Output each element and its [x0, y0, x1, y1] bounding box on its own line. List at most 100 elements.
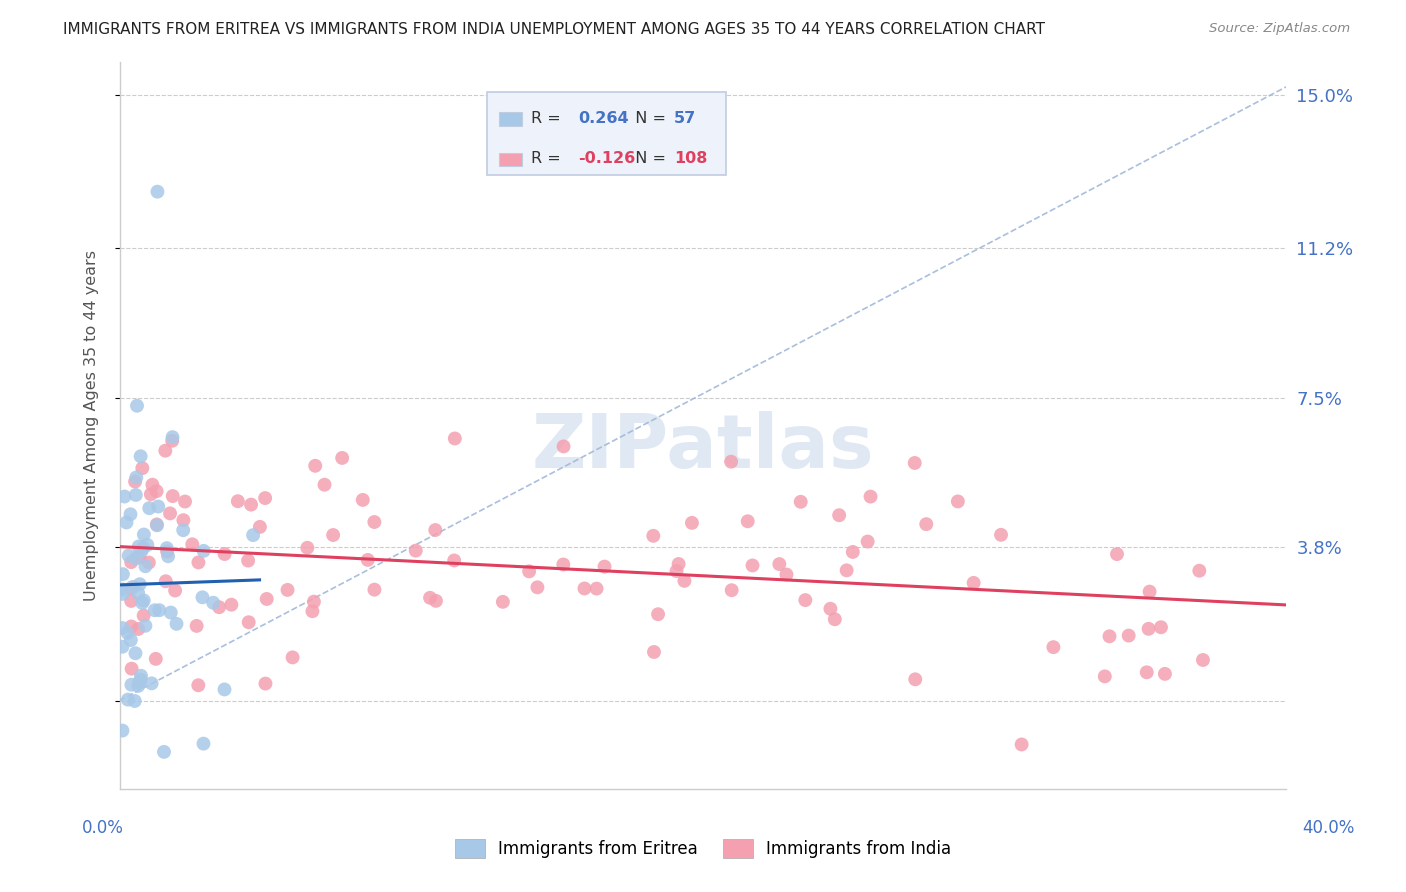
- Point: [405, 543, 427, 558]
- Point: [277, 582, 299, 597]
- Point: [824, 612, 846, 626]
- FancyBboxPatch shape: [499, 112, 522, 126]
- Point: [1094, 669, 1116, 683]
- Point: [297, 541, 319, 555]
- Text: 57: 57: [673, 111, 696, 126]
- Point: [226, 494, 249, 508]
- Point: [1136, 665, 1159, 680]
- Point: [131, 596, 153, 610]
- Point: [1098, 629, 1121, 643]
- Point: [574, 582, 596, 596]
- Point: [146, 518, 169, 533]
- Point: [145, 484, 167, 499]
- Point: [174, 494, 197, 508]
- Point: [159, 606, 181, 620]
- Point: [1139, 584, 1161, 599]
- Point: [828, 508, 851, 523]
- Point: [193, 544, 215, 558]
- Point: [443, 553, 465, 567]
- Point: [181, 537, 204, 551]
- Point: [794, 593, 817, 607]
- Point: [647, 607, 669, 622]
- Point: [904, 456, 927, 470]
- Point: [208, 600, 231, 615]
- Point: [162, 430, 184, 444]
- Point: [120, 508, 142, 522]
- Point: [132, 541, 155, 555]
- Point: [128, 675, 150, 690]
- Point: [156, 541, 179, 556]
- Point: [517, 565, 540, 579]
- Point: [238, 615, 260, 630]
- Text: N =: N =: [624, 151, 671, 166]
- Point: [1150, 620, 1173, 634]
- Point: [1188, 564, 1211, 578]
- Point: [357, 553, 380, 567]
- Text: R =: R =: [531, 111, 567, 126]
- Y-axis label: Unemployment Among Ages 35 to 44 years: Unemployment Among Ages 35 to 44 years: [84, 251, 98, 601]
- Point: [172, 523, 194, 537]
- Point: [111, 723, 134, 738]
- Point: [214, 547, 236, 561]
- Point: [118, 549, 141, 563]
- Point: [146, 517, 169, 532]
- Point: [127, 586, 149, 600]
- Point: [166, 616, 188, 631]
- Point: [128, 540, 150, 554]
- Point: [129, 673, 152, 687]
- Point: [117, 692, 139, 706]
- Point: [904, 673, 927, 687]
- Point: [214, 682, 236, 697]
- Point: [155, 574, 177, 589]
- Point: [131, 461, 153, 475]
- Point: [156, 544, 179, 558]
- Point: [842, 545, 865, 559]
- Point: [134, 559, 156, 574]
- Point: [132, 593, 155, 607]
- Point: [138, 556, 160, 570]
- Point: [301, 604, 323, 618]
- Point: [157, 549, 180, 564]
- Point: [363, 515, 385, 529]
- Point: [153, 745, 176, 759]
- Point: [187, 555, 209, 569]
- Point: [363, 582, 385, 597]
- Point: [131, 544, 153, 558]
- Point: [304, 458, 326, 473]
- Point: [553, 558, 575, 572]
- Point: [120, 619, 142, 633]
- Text: Source: ZipAtlas.com: Source: ZipAtlas.com: [1209, 22, 1350, 36]
- Point: [111, 582, 134, 597]
- Point: [1011, 738, 1033, 752]
- Text: 108: 108: [673, 151, 707, 166]
- Point: [741, 558, 763, 573]
- Point: [125, 488, 148, 502]
- Point: [425, 594, 447, 608]
- Text: R =: R =: [531, 151, 567, 166]
- Legend: Immigrants from Eritrea, Immigrants from India: Immigrants from Eritrea, Immigrants from…: [449, 833, 957, 864]
- Point: [330, 450, 353, 465]
- Point: [915, 517, 938, 532]
- Point: [352, 492, 374, 507]
- Point: [221, 598, 243, 612]
- FancyBboxPatch shape: [486, 92, 727, 175]
- Point: [668, 557, 690, 571]
- Point: [643, 645, 665, 659]
- Point: [165, 583, 187, 598]
- Point: [148, 603, 170, 617]
- Point: [172, 513, 194, 527]
- Point: [425, 523, 447, 537]
- Point: [1042, 640, 1064, 655]
- Point: [585, 582, 607, 596]
- Point: [665, 564, 688, 578]
- Point: [1105, 547, 1128, 561]
- Point: [1118, 629, 1140, 643]
- Point: [129, 450, 152, 464]
- Point: [145, 652, 167, 666]
- Point: [236, 553, 259, 567]
- Point: [553, 439, 575, 453]
- Point: [148, 500, 170, 514]
- Point: [1154, 666, 1177, 681]
- Point: [835, 563, 858, 577]
- Point: [681, 516, 703, 530]
